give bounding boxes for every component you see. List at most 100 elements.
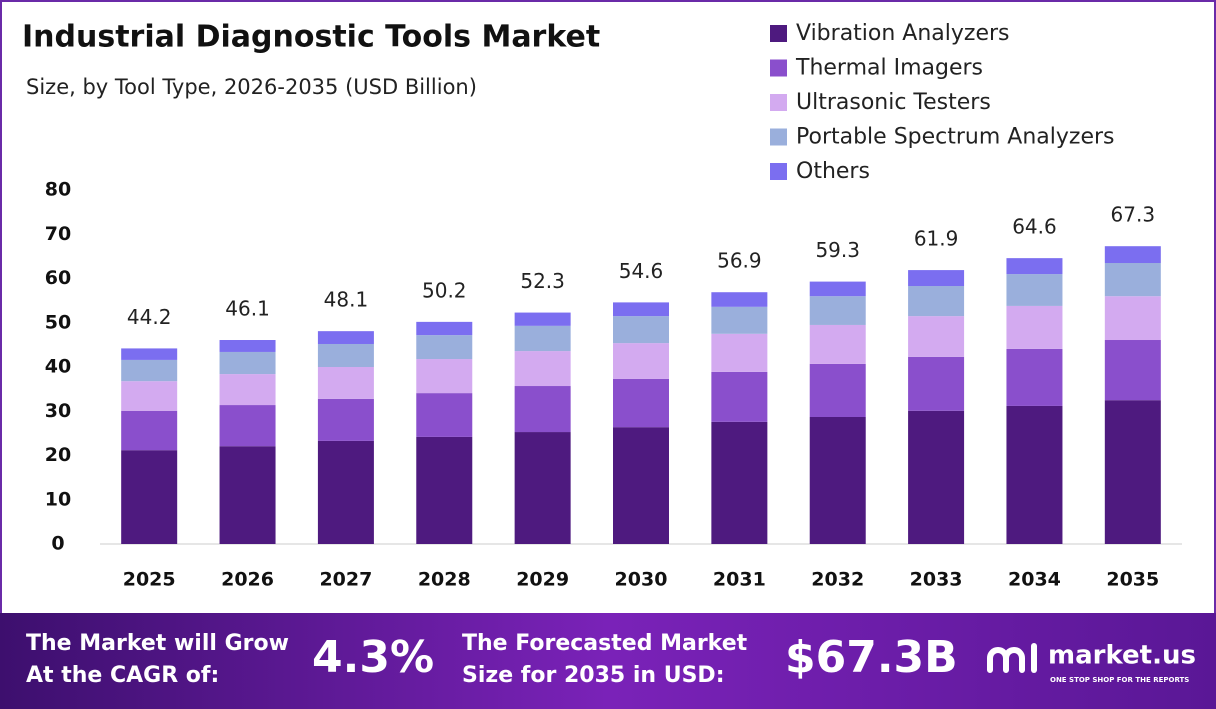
- brand-logo: [987, 643, 1037, 673]
- bar-segment: [1104, 246, 1161, 264]
- bar-segment: [908, 356, 965, 411]
- cagr-value: 4.3%: [312, 632, 434, 683]
- bar-segment: [514, 351, 571, 387]
- bar-segment: [613, 427, 669, 544]
- bar-segment: [317, 331, 374, 344]
- total-label: 61.9: [914, 227, 959, 251]
- total-label: 64.6: [1012, 215, 1057, 239]
- total-label: 50.2: [422, 278, 467, 302]
- x-tick-label: 2033: [910, 569, 963, 591]
- legend-label: Portable Spectrum Analyzers: [796, 125, 1115, 150]
- y-tick-label: 80: [45, 179, 71, 201]
- brand-name: market.us: [1048, 641, 1196, 671]
- bar-segment: [317, 398, 374, 441]
- y-tick-label: 60: [45, 267, 71, 289]
- x-tick-label: 2027: [319, 569, 372, 591]
- bar-segment: [1104, 340, 1161, 401]
- cagr-label: The Market will Grow: [26, 631, 289, 656]
- bar-segment: [1006, 274, 1063, 306]
- brand-tagline: ONE STOP SHOP FOR THE REPORTS: [1050, 676, 1189, 684]
- bar-segment: [908, 410, 965, 544]
- forecast-label: The Forecasted Market: [462, 631, 748, 656]
- total-label: 46.1: [225, 297, 270, 321]
- bar-segment: [514, 432, 571, 544]
- bar-segment: [809, 324, 866, 364]
- bar-segment: [219, 405, 276, 447]
- bar-segment: [1006, 305, 1063, 349]
- chart-subtitle: Size, by Tool Type, 2026-2035 (USD Billi…: [26, 75, 477, 99]
- bar-segment: [613, 316, 669, 344]
- bar-segment: [711, 292, 768, 307]
- bar-segment: [711, 371, 768, 422]
- legend-label: Ultrasonic Testers: [796, 90, 991, 115]
- total-label: 67.3: [1111, 203, 1156, 227]
- cagr-label: At the CAGR of:: [26, 663, 219, 688]
- bar-segment: [219, 374, 276, 406]
- bar-segment: [416, 335, 473, 360]
- bar-segment: [121, 348, 178, 360]
- bar-segment: [219, 340, 276, 352]
- forecast-label: Size for 2035 in USD:: [462, 663, 725, 688]
- bar-segment: [809, 296, 866, 325]
- y-tick-label: 10: [45, 488, 71, 510]
- bar-segment: [613, 343, 669, 379]
- legend-swatch: [770, 163, 787, 180]
- bar-segment: [908, 270, 965, 287]
- bar-segment: [416, 393, 473, 437]
- bar-segment: [809, 281, 866, 297]
- x-tick-label: 2030: [615, 569, 668, 591]
- bar-segment: [613, 302, 669, 317]
- legend-swatch: [770, 128, 787, 146]
- bar-segment: [121, 359, 178, 382]
- total-label: 44.2: [127, 305, 172, 329]
- bar-segment: [1006, 348, 1063, 406]
- bar-segment: [908, 316, 965, 357]
- bar-segment: [711, 421, 768, 544]
- total-label: 56.9: [717, 249, 762, 273]
- bar-segment: [317, 367, 374, 399]
- x-tick-label: 2031: [713, 569, 766, 591]
- bar-segment: [514, 386, 571, 433]
- x-tick-label: 2029: [516, 569, 569, 591]
- footer-banner: [0, 613, 1216, 709]
- bar-segment: [1104, 400, 1161, 544]
- bar-segment: [1104, 296, 1161, 341]
- bar-segment: [908, 286, 965, 317]
- x-tick-label: 2028: [418, 569, 471, 591]
- bar-segment: [121, 381, 178, 411]
- x-tick-label: 2025: [123, 569, 176, 591]
- y-tick-label: 50: [45, 311, 71, 333]
- total-label: 59.3: [815, 238, 860, 262]
- legend-swatch: [770, 25, 787, 42]
- legend-swatch: [770, 59, 787, 77]
- legend-swatch: [770, 94, 787, 111]
- bar-segment: [121, 410, 178, 451]
- legend-label: Others: [796, 159, 870, 184]
- bar-segment: [514, 312, 571, 326]
- x-tick-label: 2032: [811, 569, 864, 591]
- bar-segment: [317, 343, 374, 367]
- x-tick-label: 2026: [221, 569, 274, 591]
- legend-label: Thermal Imagers: [795, 56, 983, 81]
- bar-segment: [809, 417, 866, 544]
- y-tick-label: 30: [45, 400, 71, 422]
- bar-segment: [613, 378, 669, 428]
- total-label: 48.1: [324, 288, 369, 312]
- bar-segment: [711, 306, 768, 334]
- bar-segment: [416, 321, 473, 336]
- y-tick-label: 40: [45, 356, 71, 378]
- bar-segment: [219, 446, 276, 544]
- y-tick-label: 70: [45, 223, 71, 245]
- total-label: 52.3: [520, 269, 565, 293]
- x-tick-label: 2035: [1106, 569, 1159, 591]
- forecast-value: $67.3B: [785, 632, 958, 683]
- bar-segment: [121, 450, 178, 544]
- y-tick-label: 20: [45, 444, 71, 466]
- bar-segment: [317, 440, 374, 544]
- bar-segment: [1006, 258, 1063, 275]
- bar-segment: [1104, 263, 1161, 297]
- bar-segment: [219, 351, 276, 375]
- bar-segment: [416, 359, 473, 394]
- legend-label: Vibration Analyzers: [796, 21, 1010, 46]
